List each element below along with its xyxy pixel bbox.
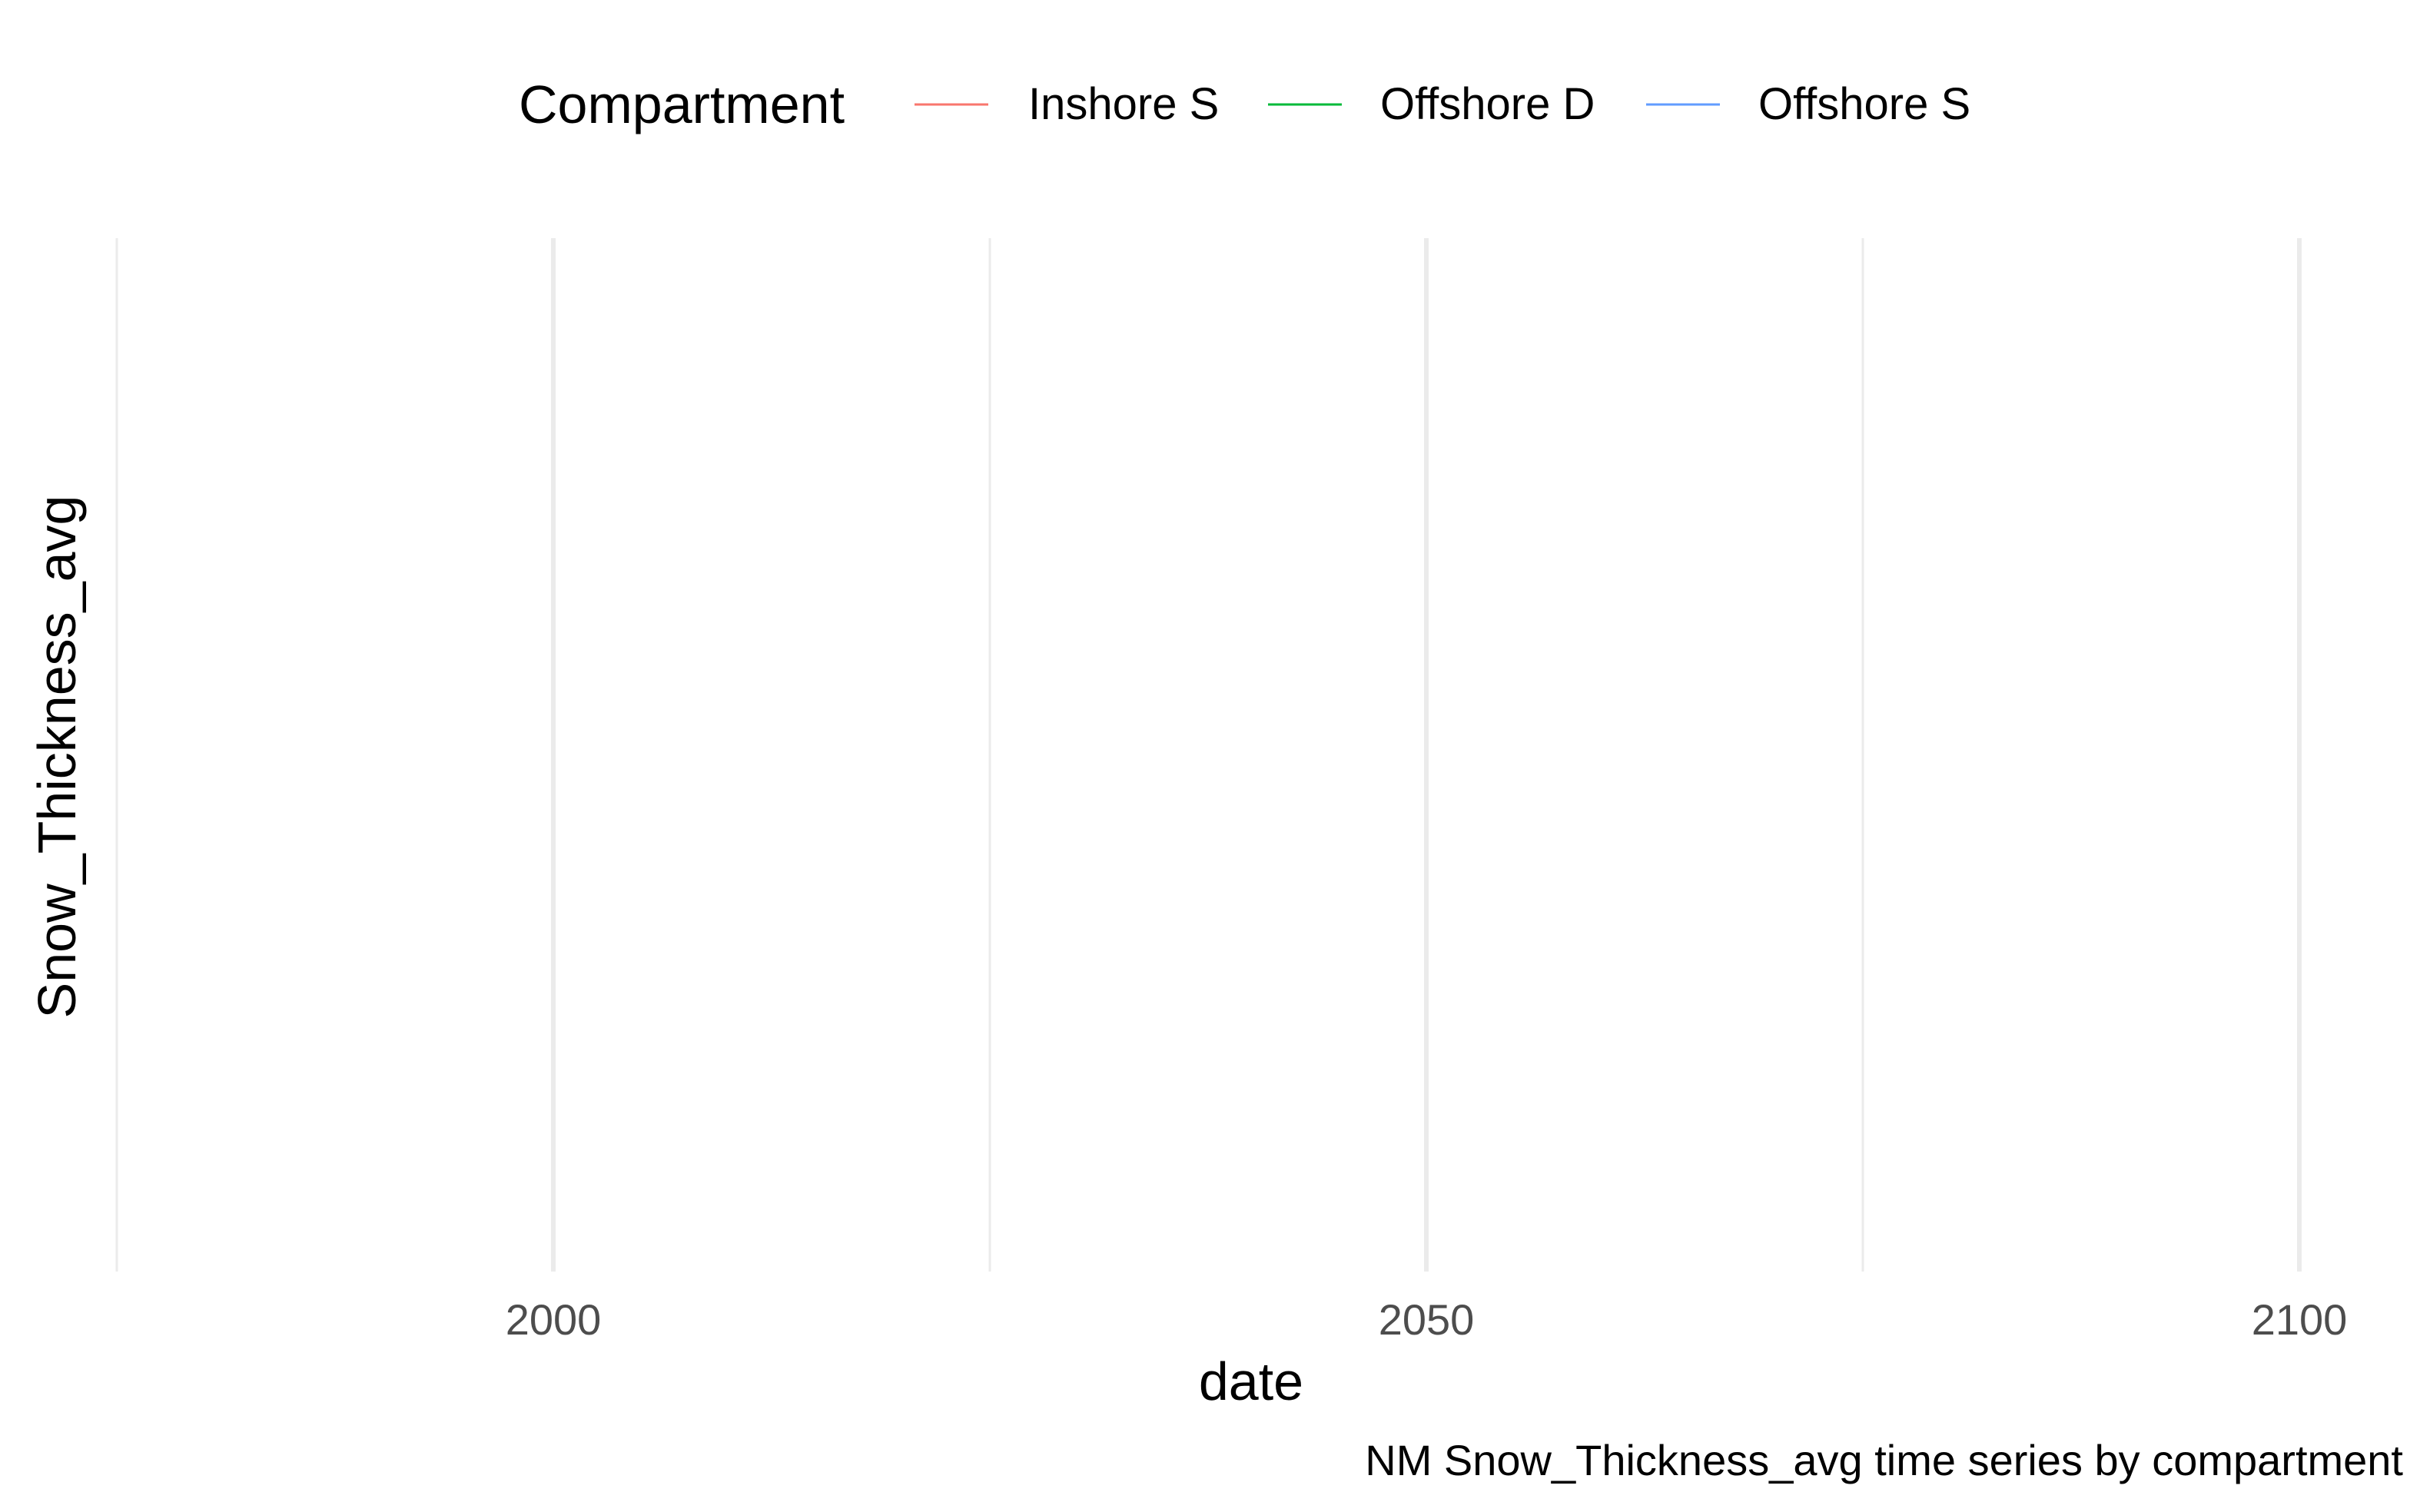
grid-minor [115,238,1864,1272]
chart-caption: NM Snow_Thickness_avg time series by com… [1365,1436,2403,1484]
legend-entry: Offshore S [1646,79,1970,129]
legend-entry: Inshore S [915,79,1219,129]
plot-area [115,238,2302,1272]
legend-label: Offshore D [1380,79,1595,129]
x-tick-labels: 2000 2050 2100 [506,1295,2348,1344]
legend-title: Compartment [519,75,845,134]
y-axis-label: Snow_Thickness_avg [27,496,87,1019]
legend-entry: Offshore D [1268,79,1595,129]
x-tick-label: 2100 [2252,1295,2348,1344]
x-tick-label: 2050 [1379,1295,1475,1344]
legend: Compartment Inshore S Offshore D Offshore … [519,75,1970,134]
legend-entries: Inshore S Offshore D Offshore S [915,79,1970,129]
legend-label: Inshore S [1028,79,1219,129]
x-axis-label: date [1199,1351,1303,1411]
x-tick-label: 2000 [506,1295,602,1344]
grid-major [551,238,2302,1272]
legend-label: Offshore S [1758,79,1970,129]
